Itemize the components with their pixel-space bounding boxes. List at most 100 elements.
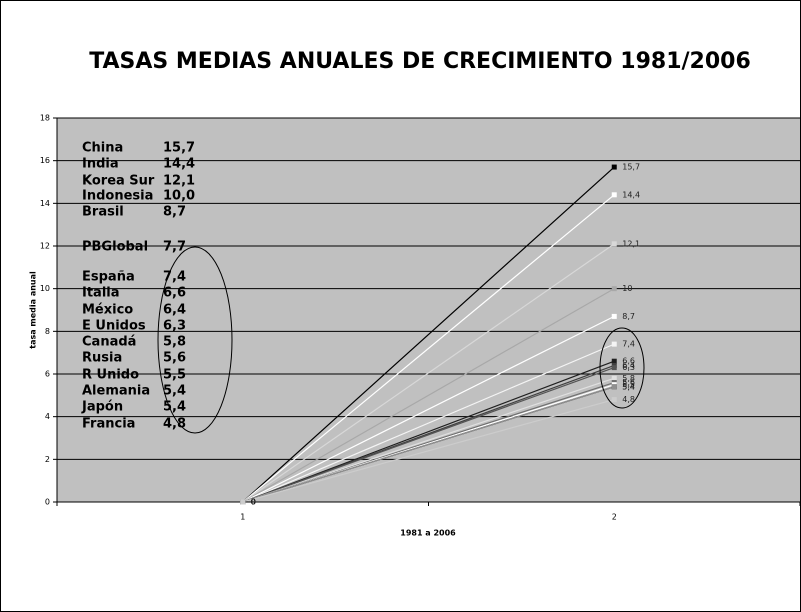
marker [611,365,617,371]
y-tick-label: 16 [40,156,50,165]
annotation-value: 10,0 [163,189,195,204]
series-line [242,360,615,503]
plot-area [57,118,800,502]
annotation-value: 8,7 [163,205,186,220]
annotation-name: PBGlobal [82,240,148,255]
series-line [242,386,615,503]
data-label: 12,1 [622,239,640,248]
data-label: 0 [251,498,256,507]
data-label: 7,4 [622,340,635,349]
marker [611,375,617,381]
lines [57,117,800,503]
data-label: 0 [251,498,256,507]
y-tick-label: 6 [45,370,50,379]
series-line [242,166,615,503]
annotation-name: Japón [81,400,123,415]
annotation-name: E Unidos [82,319,146,334]
data-label: 14,4 [622,190,640,199]
annotation-value: 14,4 [163,157,195,172]
data-label: 0 [251,498,256,507]
data-label: 0 [251,498,256,507]
marker [611,164,617,170]
x-tick-label: 1 [240,513,245,522]
marker [611,192,617,198]
y-tick-label: 18 [40,114,50,123]
annotation-name: México [82,303,133,318]
annotation-value: 12,1 [163,174,195,189]
annotation-value: 5,5 [163,368,186,383]
marker [611,358,617,364]
annotation-name: Indonesia [82,189,153,204]
annotation-value: 7,4 [163,270,186,285]
data-label: 5,6 [622,378,635,387]
marker [611,341,617,347]
marker [611,241,617,247]
data-label: 10 [622,284,632,293]
data-label: 6,3 [622,363,635,372]
y-tick-label: 14 [40,199,50,208]
annotation-value: 6,6 [163,286,186,301]
marker [611,313,617,319]
annotation-name: Alemania [82,384,150,399]
data-label: 15,7 [622,163,640,172]
series-line [242,288,615,503]
marker [240,499,246,505]
annotation-name: Rusia [82,351,122,366]
series-line [242,194,615,503]
marker [611,384,617,390]
series-line [242,343,615,503]
data-label: 0 [251,498,256,507]
data-label: 0 [251,498,256,507]
data-label: 0 [251,498,256,507]
data-label: 6,6 [622,357,635,366]
marker [611,286,617,292]
data-label: 0 [251,498,256,507]
y-tick-label: 8 [45,327,50,336]
x-axis-label: 1981 a 2006 [400,529,456,538]
series-line [242,243,615,503]
annotation-value: 6,4 [163,303,186,318]
data-label: 0 [251,498,256,507]
series-line [242,315,615,503]
data-label: 0 [251,498,256,507]
y-tick-label: 2 [45,455,50,464]
y-tick-label: 10 [40,284,50,293]
data-label: 6,4 [622,361,635,370]
data-label: 8,7 [622,312,635,321]
annotation-value: 6,3 [163,319,186,334]
annotation-value: 7,7 [163,240,186,255]
series-line [242,399,615,503]
data-label: 0 [251,498,256,507]
annotation-name: India [82,157,119,172]
annotation-name: España [82,270,135,285]
annotation-name: Korea Sur [82,174,155,189]
data-label: 0 [251,498,256,507]
annotation-value: 5,8 [163,335,186,350]
data-label: 0 [251,498,256,507]
data-label: 0 [251,498,256,507]
data-label: 0 [251,498,256,507]
annotation-name: Italia [82,286,120,301]
annotation-name: Canadá [82,335,136,350]
annotation-value: 15,7 [163,141,195,156]
y-tick-label: 12 [40,242,50,251]
series-line [242,367,615,503]
y-axis-label: tasa media anual [29,271,38,349]
data-label: 5,8 [622,374,635,383]
annotation-value: 4,8 [163,417,186,432]
annotation-name: Francia [82,417,135,432]
marker [611,397,617,403]
annotation-value: 5,6 [163,351,186,366]
y-tick-label: 4 [45,412,50,421]
annotation-value: 5,4 [163,384,186,399]
annotation-name: R Unido [82,368,139,383]
data-label: 5,4 [622,382,635,391]
annotation-name: China [82,141,123,156]
data-label: 5,4 [622,382,635,391]
annotation-name: Brasil [82,205,124,220]
ellipse [157,246,233,434]
ellipse [599,327,645,409]
x-tick-label: 2 [612,513,617,522]
annotation-value: 5,4 [163,400,186,415]
